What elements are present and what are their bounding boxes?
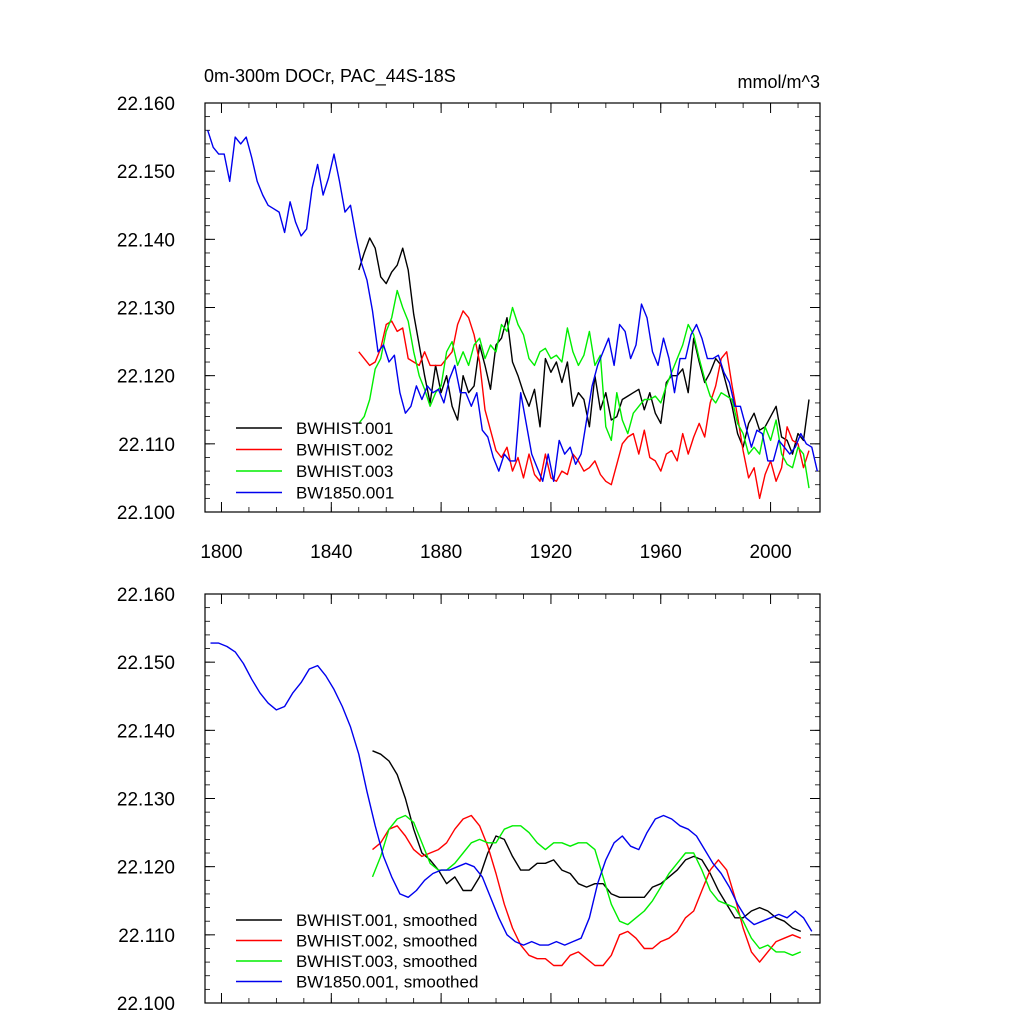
legend-label: BW1850.001 (296, 484, 394, 503)
y-tick-label: 22.110 (118, 435, 175, 456)
x-tick-label: 2000 (749, 542, 791, 563)
y-tick-label: 22.100 (117, 994, 175, 1015)
y-tick-label: 22.130 (117, 299, 175, 320)
y-tick-label: 22.130 (117, 790, 175, 811)
legend-label: BWHIST.001, smoothed (296, 911, 477, 930)
legend-label: BWHIST.001 (296, 419, 393, 438)
y-tick-label: 22.160 (117, 585, 175, 606)
series-line-bw1850-001-smoothed (210, 642, 813, 946)
series-line-bwhist-001 (358, 237, 810, 455)
top-panel: 0m-300m DOCr, PAC_44S-18S mmol/m^3 22.10… (117, 66, 821, 563)
series-line-bw1850-001 (207, 130, 818, 482)
series-line-bwhist-002 (358, 310, 810, 500)
legend-label: BW1850.001, smoothed (296, 973, 478, 992)
series-line-bwhist-001-smoothed (372, 750, 802, 933)
series-line-bwhist-003 (358, 289, 810, 489)
legend-label: BWHIST.002, smoothed (296, 932, 477, 951)
legend-label: BWHIST.002 (296, 441, 393, 460)
y-tick-label: 22.160 (117, 94, 175, 115)
series-layer (210, 642, 813, 967)
x-tick-label: 1880 (420, 542, 462, 563)
chart-title: 0m-300m DOCr, PAC_44S-18S (204, 66, 456, 87)
y-tick-label: 22.120 (117, 858, 175, 879)
y-tick-label: 22.110 (118, 926, 175, 947)
x-tick-label: 1920 (530, 542, 572, 563)
bottom-panel: 22.100 22.110 22.120 22.130 22.140 22.150 22.1… (117, 585, 821, 1015)
y-tick-label: 22.100 (117, 503, 175, 524)
y-tick-label: 22.140 (117, 230, 175, 251)
legend: BWHIST.001, smoothed BWHIST.002, smoothed… (236, 911, 478, 992)
y-tick-label: 22.140 (117, 721, 175, 742)
tick-layer: 22.100 22.110 22.120 22.130 22.140 22.150 22.1… (117, 585, 820, 1015)
legend-label: BWHIST.003 (296, 462, 393, 481)
x-tick-label: 1800 (200, 542, 242, 563)
tick-layer: 22.100 22.110 22.120 22.130 22.140 22.150 22.1… (117, 94, 820, 563)
series-line-bwhist-002-smoothed (372, 814, 802, 967)
legend-label: BWHIST.003, smoothed (296, 952, 477, 971)
y-tick-label: 22.150 (117, 653, 175, 674)
plot-frame (204, 102, 821, 513)
y-tick-label: 22.150 (117, 162, 175, 183)
units-label: mmol/m^3 (738, 72, 820, 92)
x-tick-label: 1960 (640, 542, 682, 563)
x-tick-label: 1840 (310, 542, 352, 563)
series-layer (207, 130, 818, 500)
y-tick-label: 22.120 (117, 367, 175, 388)
plot-frame (204, 593, 821, 1004)
legend: BWHIST.001 BWHIST.002 BWHIST.003 BW1850.001 (236, 419, 394, 503)
